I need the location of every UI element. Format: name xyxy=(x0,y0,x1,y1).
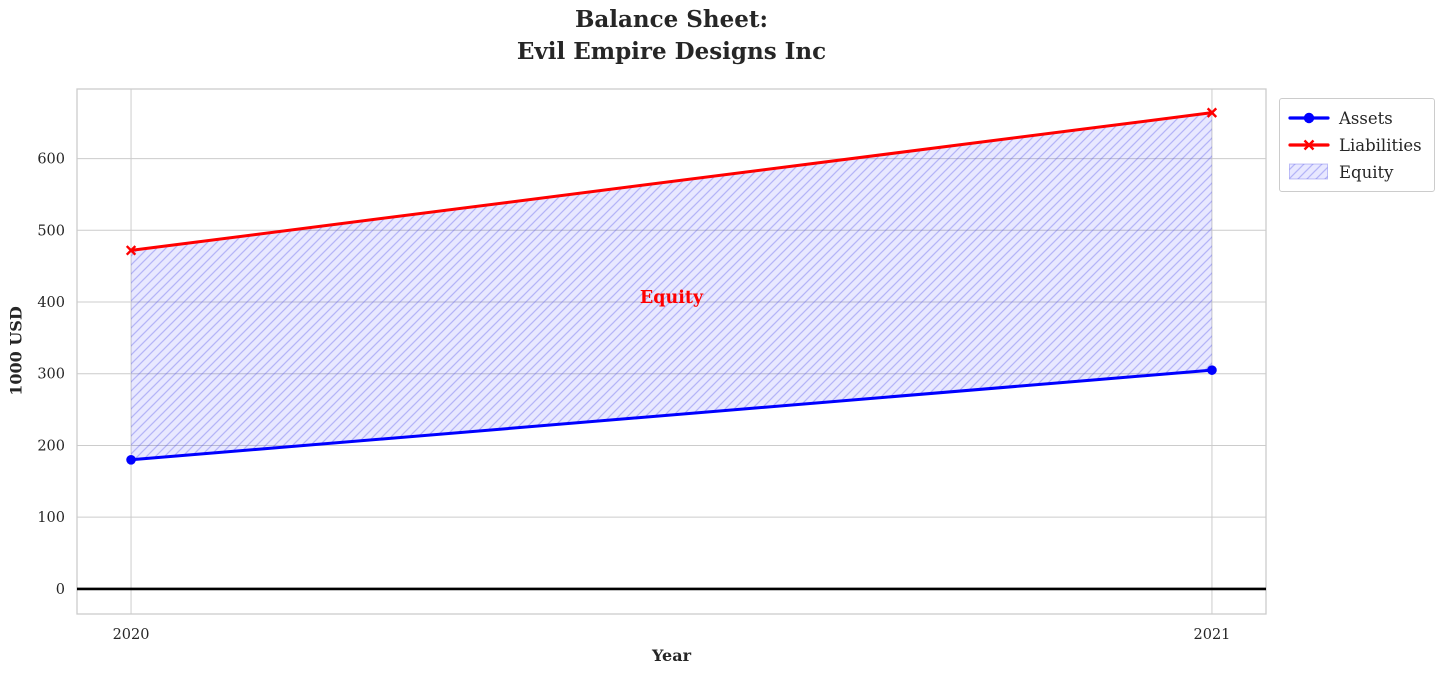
assets-line xyxy=(129,368,1214,462)
equity-patch-swatch-icon xyxy=(1289,163,1328,180)
x-axis-label: Year xyxy=(651,646,691,665)
y-tick-label: 0 xyxy=(56,582,65,598)
assets-line-swatch-icon xyxy=(1288,112,1330,124)
y-tick-label: 300 xyxy=(37,367,65,383)
assets-marker xyxy=(126,454,136,465)
y-tick-label: 600 xyxy=(37,152,65,168)
x-tick-label: 2021 xyxy=(1194,627,1231,643)
equity-area-hatch xyxy=(131,112,1212,460)
liabilities-line xyxy=(129,111,1214,252)
legend-item-liabilities: Liabilities xyxy=(1288,133,1422,157)
legend-label-liabilities: Liabilities xyxy=(1339,135,1422,155)
legend-item-equity: Equity xyxy=(1288,160,1422,184)
tick-label-layer: 0 100 200 300 400 500 600 2020 2021 xyxy=(37,152,1230,643)
y-tick-label: 200 xyxy=(37,438,65,454)
liabilities-marker xyxy=(1206,107,1218,118)
series-layer xyxy=(77,107,1266,591)
y-tick-label: 500 xyxy=(37,223,65,239)
liabilities-marker xyxy=(125,245,137,256)
x-tick-label: 2020 xyxy=(113,627,150,643)
chart-title: Balance Sheet: Evil Empire Designs Inc xyxy=(516,6,827,65)
legend-label-equity: Equity xyxy=(1339,162,1394,182)
legend: Assets Liabilities Equity xyxy=(1279,98,1435,192)
legend-label-assets: Assets xyxy=(1339,108,1393,128)
y-tick-label: 100 xyxy=(37,510,65,526)
axes-spines xyxy=(76,88,1267,615)
equity-fill-layer xyxy=(131,112,1212,460)
y-tick-label: 400 xyxy=(37,295,65,311)
assets-marker xyxy=(1207,365,1217,375)
legend-item-assets: Assets xyxy=(1288,106,1422,130)
equity-region-label: Equity xyxy=(639,287,704,308)
liabilities-line-swatch-icon xyxy=(1288,139,1330,151)
